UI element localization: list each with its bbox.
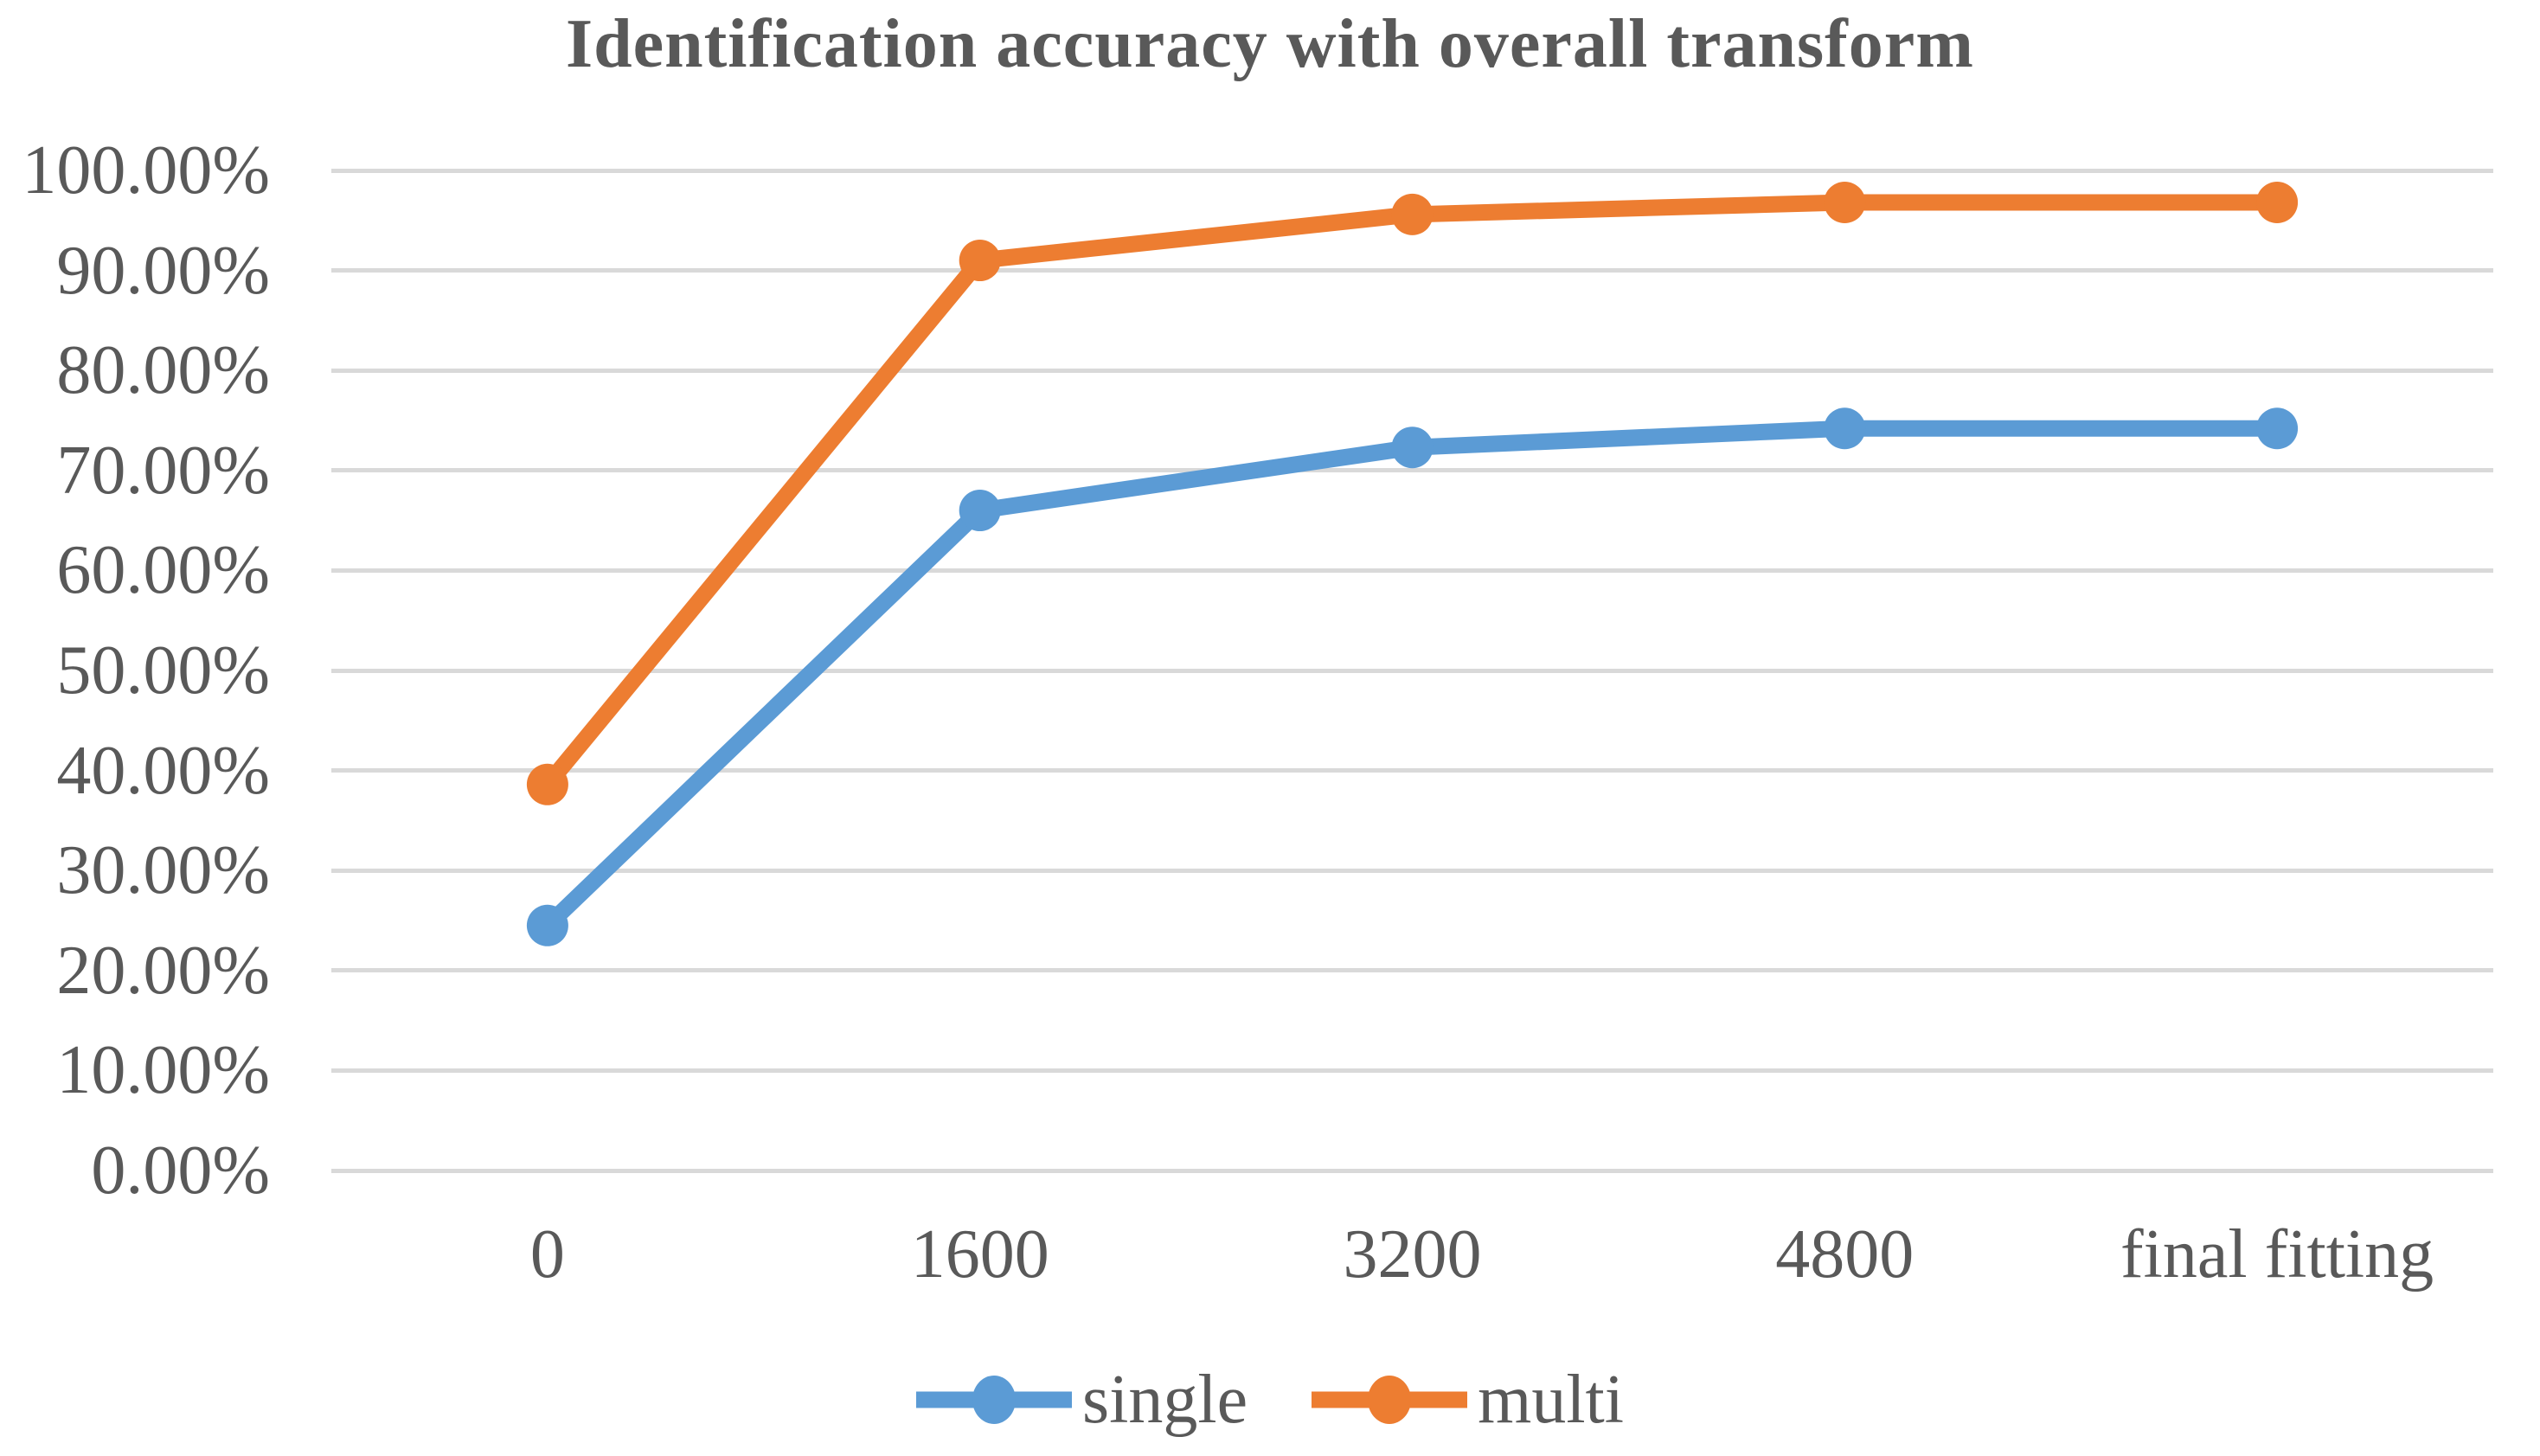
- y-axis-tick-label: 40.00%: [56, 732, 270, 809]
- data-point-multi-2: [1391, 193, 1434, 235]
- x-axis-tick-label: 3200: [1343, 1216, 1482, 1292]
- y-axis-tick-label: 90.00%: [56, 232, 270, 309]
- chart-title: Identification accuracy with overall tra…: [566, 6, 1974, 82]
- y-axis-tick-label: 30.00%: [56, 832, 270, 909]
- y-axis-tick-label: 10.00%: [56, 1032, 270, 1109]
- y-axis-tick-label: 0.00%: [91, 1132, 270, 1209]
- y-axis-tick-label: 60.00%: [56, 532, 270, 609]
- data-point-multi-4: [2256, 181, 2299, 223]
- gridline: [331, 1168, 2493, 1173]
- y-axis-tick-label: 50.00%: [56, 632, 270, 709]
- x-axis-tick-label: 0: [529, 1216, 565, 1292]
- gridline: [331, 868, 2493, 873]
- gridline: [331, 668, 2493, 673]
- data-point-single-1: [959, 490, 1001, 532]
- series-line-single: [539, 420, 2286, 934]
- data-point-multi-1: [959, 240, 1001, 282]
- y-axis-tick-label: 20.00%: [56, 932, 270, 1009]
- gridline: [331, 1068, 2493, 1073]
- legend-label-single: single: [1082, 1362, 1248, 1438]
- single-dot-swatch: [972, 1376, 1016, 1424]
- data-point-multi-0: [526, 763, 568, 805]
- gridline: [331, 268, 2493, 273]
- series-line-multi: [539, 194, 2286, 793]
- data-point-multi-3: [1824, 181, 1866, 223]
- legend-item-single: single: [916, 1357, 1248, 1443]
- legend-label-multi: multi: [1478, 1362, 1624, 1438]
- data-point-single-0: [526, 904, 568, 946]
- gridline: [331, 568, 2493, 573]
- gridline: [331, 768, 2493, 773]
- gridline: [331, 968, 2493, 973]
- data-point-single-4: [2256, 407, 2299, 450]
- y-axis-tick-label: 100.00%: [22, 132, 270, 208]
- data-point-single-2: [1391, 427, 1434, 469]
- y-axis-tick-label: 80.00%: [56, 332, 270, 409]
- single-series-marker-icon: [916, 1373, 1072, 1427]
- x-axis-tick-label: 4800: [1775, 1216, 1915, 1292]
- gridline: [331, 468, 2493, 473]
- gridline: [331, 368, 2493, 373]
- legend-item-multi: multi: [1312, 1357, 1624, 1443]
- multi-dot-swatch: [1368, 1376, 1412, 1424]
- y-axis-tick-label: 70.00%: [56, 432, 270, 509]
- gridline: [331, 168, 2493, 173]
- data-point-single-3: [1824, 407, 1866, 450]
- multi-series-marker-icon: [1312, 1373, 1468, 1427]
- x-axis-tick-label: 1600: [910, 1216, 1049, 1292]
- x-axis-tick-label: final fitting: [2120, 1216, 2434, 1292]
- legend: single multi: [0, 1357, 2540, 1443]
